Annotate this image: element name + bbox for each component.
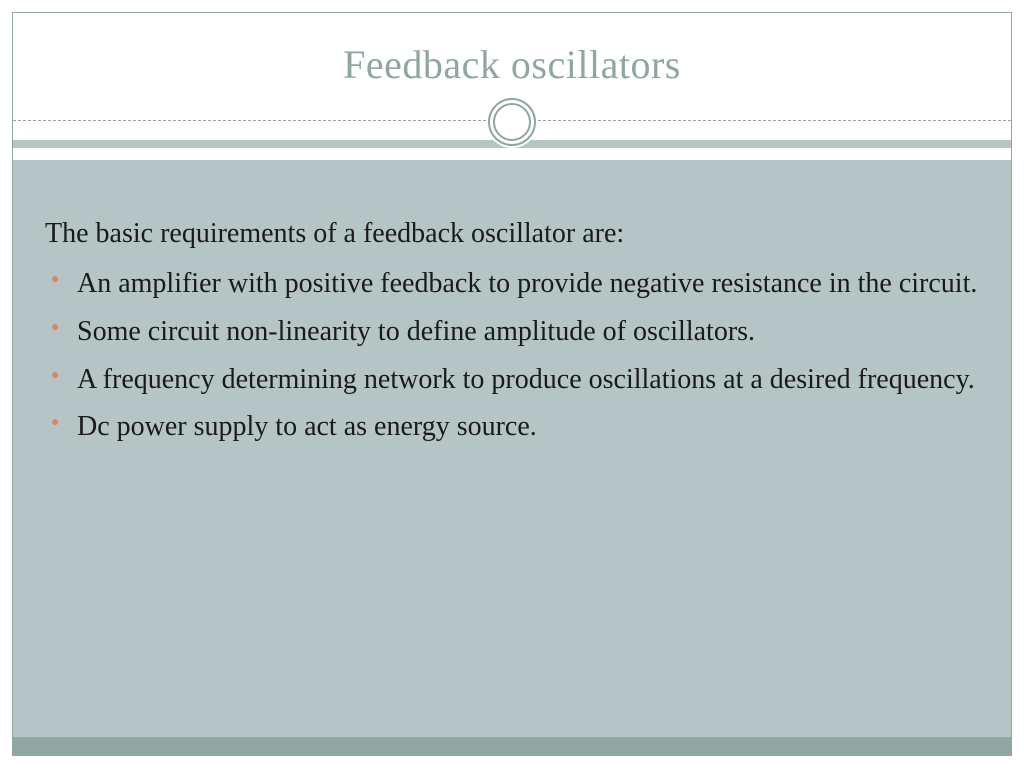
footer-bar — [13, 737, 1011, 755]
medallion-icon — [486, 96, 538, 148]
list-item: Dc power supply to act as energy source. — [45, 408, 979, 446]
bullet-list: An amplifier with positive feedback to p… — [45, 265, 979, 446]
divider — [13, 110, 1011, 160]
slide-frame: Feedback oscillators The basic requireme… — [12, 12, 1012, 756]
slide-body: The basic requirements of a feedback osc… — [13, 160, 1011, 737]
list-item: An amplifier with positive feedback to p… — [45, 265, 979, 303]
slide-title: Feedback oscillators — [13, 41, 1011, 88]
list-item: Some circuit non-linearity to define amp… — [45, 313, 979, 351]
intro-text: The basic requirements of a feedback osc… — [45, 216, 979, 251]
list-item: A frequency determining network to produ… — [45, 361, 979, 399]
